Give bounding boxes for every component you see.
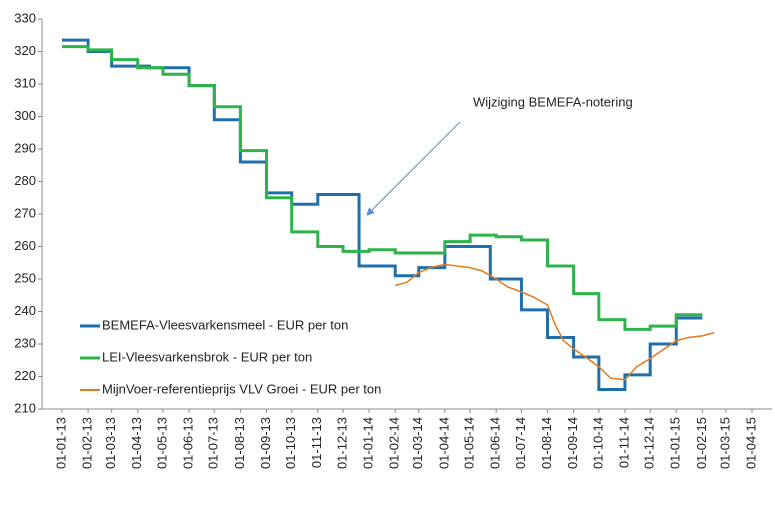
x-tick-label: 01-01-15 [668,417,683,469]
x-tick-label: 01-11-13 [309,417,324,468]
x-tick-label: 01-03-15 [717,417,732,469]
series-line [395,263,715,381]
y-tick-label: 330 [14,10,36,25]
x-tick-label: 01-06-13 [180,417,195,469]
y-tick-label: 290 [14,140,36,155]
series-line [62,38,703,391]
x-tick-label: 01-05-13 [154,417,169,469]
x-tick-label: 01-11-14 [616,417,631,468]
annotation-arrow [366,121,461,216]
y-tick-label: 300 [14,108,36,123]
x-tick-label: 01-03-14 [410,417,425,469]
x-tick-label: 01-04-15 [743,417,758,469]
y-tick-label: 280 [14,173,36,188]
x-tick-label: 01-04-13 [129,417,144,469]
y-tick-label: 220 [14,368,36,383]
x-tick-label: 01-01-14 [361,417,376,469]
x-tick-label: 01-09-13 [258,417,273,469]
x-tick-label: 01-04-14 [436,417,451,469]
x-tick-label: 01-07-14 [513,417,528,469]
x-tick-label: 01-10-13 [283,417,298,469]
x-tick-label: 01-09-14 [565,417,580,469]
x-tick-label: 01-06-14 [488,417,503,469]
legend-label: BEMEFA-Vleesvarkensmeel - EUR per ton [102,317,348,332]
y-tick-label: 240 [14,303,36,318]
y-tick-label: 230 [14,335,36,350]
x-tick-label: 01-07-13 [206,417,221,469]
y-tick-label: 210 [14,400,36,415]
x-tick-label: 01-12-13 [334,417,349,469]
x-tick-label: 01-02-15 [694,417,709,469]
y-tick-label: 250 [14,270,36,285]
y-tick-label: 270 [14,205,36,220]
series-line [62,45,703,331]
legend-label: LEI-Vleesvarkensbrok - EUR per ton [102,349,312,364]
x-tick-label: 01-03-13 [103,417,118,469]
x-tick-label: 01-02-14 [387,417,402,469]
x-tick-label: 01-12-14 [642,417,657,469]
y-tick-label: 320 [14,43,36,58]
y-tick-label: 310 [14,75,36,90]
x-tick-label: 01-08-13 [232,417,247,469]
legend-label: MijnVoer-referentieprijs VLV Groei - EUR… [102,381,381,396]
x-tick-label: 01-10-14 [590,417,605,469]
annotation: Wijziging BEMEFA-notering [473,94,633,109]
x-tick-label: 01-05-14 [462,417,477,469]
x-tick-label: 01-02-13 [80,417,95,469]
x-tick-label: 01-08-14 [539,417,554,469]
y-tick-label: 260 [14,238,36,253]
x-tick-label: 01-01-13 [53,417,68,469]
